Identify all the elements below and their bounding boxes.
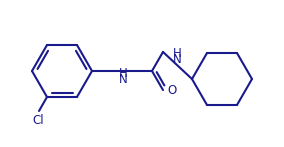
Text: N: N (173, 54, 182, 66)
Text: H: H (119, 67, 128, 80)
Text: O: O (167, 83, 176, 97)
Text: H: H (173, 47, 182, 60)
Text: N: N (119, 73, 128, 86)
Text: Cl: Cl (32, 114, 44, 127)
